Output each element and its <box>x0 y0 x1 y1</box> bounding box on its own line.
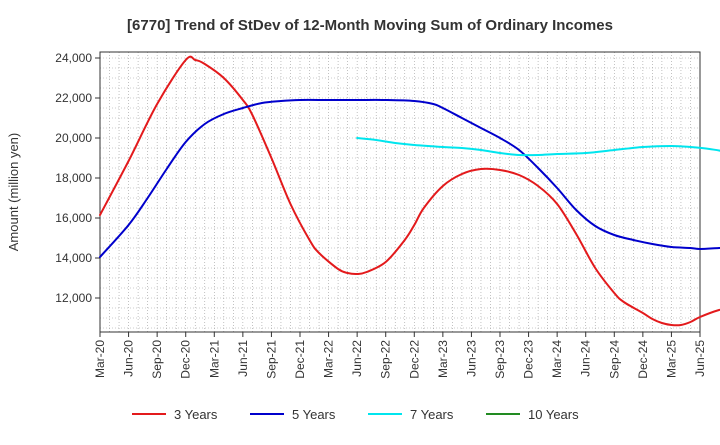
x-tick-label: Mar-23 <box>436 340 450 378</box>
x-tick-label: Jun-24 <box>579 340 593 377</box>
x-tick-label: Dec-24 <box>636 340 650 379</box>
series-line-7-years <box>356 137 720 157</box>
x-tick-label: Jun-23 <box>464 340 478 377</box>
y-tick-label: 22,000 <box>55 91 92 105</box>
y-axis-label: Amount (million yen) <box>6 133 21 252</box>
x-tick-label: Sep-23 <box>493 340 507 379</box>
x-tick-label: Jun-20 <box>122 340 136 377</box>
y-tick-label: 18,000 <box>55 171 92 185</box>
y-tick-label: 20,000 <box>55 131 92 145</box>
x-tick-label: Mar-20 <box>93 340 107 378</box>
x-tick-label: Sep-20 <box>150 340 164 379</box>
x-tick-label: Dec-23 <box>522 340 536 379</box>
x-tick-label: Mar-22 <box>322 340 336 378</box>
y-tick-label: 24,000 <box>55 51 92 65</box>
x-tick-label: Jun-22 <box>350 340 364 377</box>
legend-label-3-years: 3 Years <box>174 407 218 422</box>
x-tick-label: Sep-21 <box>264 340 278 379</box>
grid-lines <box>99 52 701 332</box>
axes: 12,000 14,000 16,000 18,000 20,000 22,000 24,0… <box>55 51 707 379</box>
x-tick-label: Mar-24 <box>550 340 564 378</box>
legend: 3 Years 5 Years 7 Years 10 Years <box>132 407 579 422</box>
legend-label-10-years: 10 Years <box>528 407 579 422</box>
chart-title: [6770] Trend of StDev of 12-Month Moving… <box>127 17 613 34</box>
series-line-3-years <box>99 55 720 327</box>
x-tick-label: Sep-24 <box>607 340 621 379</box>
plot-frame <box>99 51 701 333</box>
x-tick-label: Dec-22 <box>407 340 421 379</box>
series-lines <box>99 55 720 327</box>
y-tick-label: 14,000 <box>55 251 92 265</box>
x-tick-label: Jun-21 <box>236 340 250 377</box>
legend-label-7-years: 7 Years <box>410 407 454 422</box>
x-tick-label: Mar-21 <box>207 340 221 378</box>
y-tick-label: 16,000 <box>55 211 92 225</box>
x-tick-label: Mar-25 <box>664 340 678 378</box>
x-tick-label: Dec-21 <box>293 340 307 379</box>
x-tick-label: Jun-25 <box>693 340 707 377</box>
y-tick-label: 12,000 <box>55 291 92 305</box>
legend-label-5-years: 5 Years <box>292 407 336 422</box>
series-line-5-years <box>99 98 720 258</box>
x-tick-label: Sep-22 <box>379 340 393 379</box>
x-tick-label: Dec-20 <box>179 340 193 379</box>
